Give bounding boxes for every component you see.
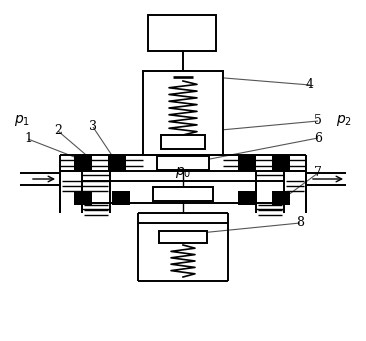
- Bar: [272, 191, 290, 205]
- Text: 7: 7: [314, 166, 322, 179]
- Text: 1: 1: [24, 133, 32, 146]
- Bar: [159, 231, 207, 243]
- Bar: [157, 156, 209, 170]
- Bar: [108, 155, 126, 171]
- Text: 2: 2: [54, 124, 62, 137]
- Text: 4: 4: [306, 78, 314, 91]
- Bar: [148, 15, 216, 51]
- Text: 6: 6: [314, 132, 322, 145]
- Bar: [143, 71, 223, 155]
- Bar: [112, 191, 130, 205]
- Text: $p_1$: $p_1$: [14, 114, 30, 129]
- Text: 8: 8: [296, 217, 304, 229]
- Bar: [74, 191, 92, 205]
- Bar: [272, 155, 290, 171]
- Text: 5: 5: [314, 115, 322, 128]
- Text: 3: 3: [89, 120, 97, 133]
- Bar: [238, 191, 256, 205]
- Text: $p_2$: $p_2$: [336, 114, 352, 129]
- Bar: [153, 187, 213, 201]
- Text: $p_0$: $p_0$: [175, 165, 191, 180]
- Bar: [161, 135, 205, 149]
- Bar: [74, 155, 92, 171]
- Bar: [238, 155, 256, 171]
